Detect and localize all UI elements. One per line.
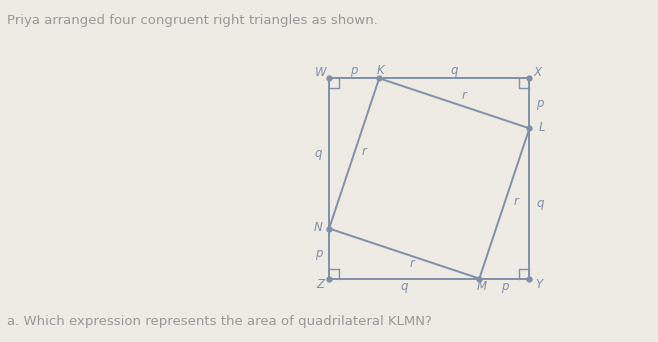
Text: r: r [410,257,415,270]
Text: Priya arranged four congruent right triangles as shown.: Priya arranged four congruent right tria… [7,14,378,27]
Text: M: M [476,280,487,293]
Text: K: K [376,64,384,77]
Text: q: q [401,280,408,293]
Text: N: N [314,221,322,234]
Text: p: p [501,280,508,293]
Text: X: X [534,66,542,79]
Text: a. Which expression represents the area of quadrilateral KLMN?: a. Which expression represents the area … [7,315,432,328]
Text: p: p [351,64,358,77]
Text: r: r [462,89,467,102]
Text: Y: Y [536,278,543,291]
Text: q: q [451,64,458,77]
Text: q: q [536,197,544,210]
Text: q: q [315,147,322,160]
Text: L: L [538,121,545,134]
Text: p: p [536,97,544,110]
Text: p: p [315,247,322,260]
Text: Z: Z [316,278,324,291]
Text: r: r [514,195,519,208]
Text: W: W [315,66,326,79]
Text: r: r [362,145,367,158]
